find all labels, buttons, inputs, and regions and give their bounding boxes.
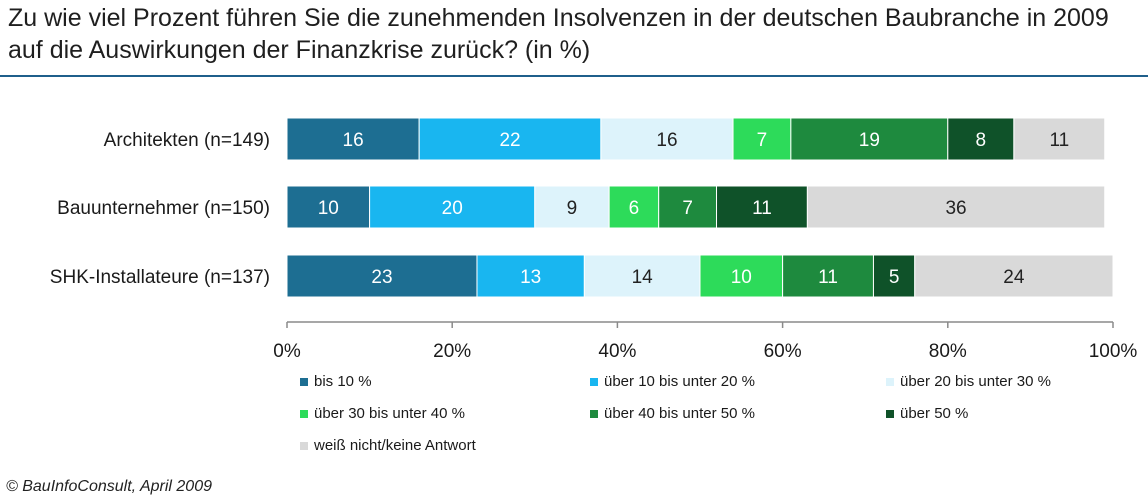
legend-swatch: [886, 378, 894, 386]
bar-segment: [534, 185, 610, 229]
data-label: 23: [371, 267, 392, 288]
data-label: 6: [629, 198, 640, 219]
data-label: 16: [656, 130, 677, 151]
data-label: 16: [343, 130, 364, 151]
x-tick-label: 40%: [598, 341, 636, 362]
x-tick-label: 20%: [433, 341, 471, 362]
category-label: SHK-Installateure (n=137): [50, 267, 270, 288]
data-label: 13: [520, 267, 541, 288]
title-divider: [0, 75, 1148, 77]
bar-segment: [476, 254, 585, 298]
bar-segment: [914, 254, 1114, 298]
bar-segment: [782, 254, 874, 298]
bar-segment: [286, 254, 478, 298]
bar-segment: [806, 185, 1106, 229]
bar-segment: [600, 117, 734, 161]
copyright-footer: © BauInfoConsult, April 2009: [6, 478, 212, 495]
legend-swatch: [300, 442, 308, 450]
bar-segment: [286, 117, 420, 161]
data-label: 7: [682, 198, 693, 219]
bar-segment: [716, 185, 808, 229]
legend-swatch: [300, 410, 308, 418]
data-label: 20: [442, 198, 463, 219]
bar-segment: [418, 117, 602, 161]
x-tick-label: 80%: [929, 341, 967, 362]
bar-segment: [369, 185, 536, 229]
data-label: 14: [632, 267, 654, 288]
data-label: 10: [731, 267, 752, 288]
chart-title: Zu wie viel Prozent führen Sie die zuneh…: [8, 4, 1109, 64]
stacked-bar-chart: Architekten (n=149) 16 22 16 7 19 8 11 Bauuntern…: [50, 117, 1138, 454]
legend-label: weiß nicht/keine Antwort: [313, 437, 477, 454]
bar-segment: [790, 117, 949, 161]
data-label: 10: [318, 198, 339, 219]
legend-label: über 10 bis unter 20 %: [604, 373, 755, 390]
legend-swatch: [300, 378, 308, 386]
legend-label: über 50 %: [900, 405, 968, 422]
legend-swatch: [590, 410, 598, 418]
data-label: 11: [818, 267, 838, 288]
data-label: 11: [1049, 130, 1069, 151]
data-label: 8: [976, 130, 987, 151]
bar-segment: [286, 185, 371, 229]
data-label: 11: [752, 198, 772, 219]
bar-segment: [583, 254, 701, 298]
data-label: 36: [945, 198, 966, 219]
data-label: 19: [859, 130, 880, 151]
data-label: 24: [1003, 267, 1025, 288]
data-label: 22: [499, 130, 520, 151]
data-label: 7: [757, 130, 768, 151]
category-label: Architekten (n=149): [104, 130, 270, 151]
x-tick-label: 0%: [273, 341, 301, 362]
bar-segment: [872, 254, 916, 298]
legend-label: über 40 bis unter 50 %: [604, 405, 755, 422]
x-tick-label: 60%: [764, 341, 802, 362]
legend-label: bis 10 %: [314, 373, 372, 390]
bar-segment: [1013, 117, 1106, 161]
legend-label: über 20 bis unter 30 %: [900, 373, 1051, 390]
data-label: 9: [567, 198, 578, 219]
bar-segment: [947, 117, 1015, 161]
data-label: 5: [889, 267, 900, 288]
bar-segment: [608, 185, 660, 229]
legend-swatch: [590, 378, 598, 386]
legend-label: über 30 bis unter 40 %: [314, 405, 465, 422]
category-label: Bauunternehmer (n=150): [57, 198, 270, 219]
x-tick-label: 100%: [1089, 341, 1138, 362]
legend-swatch: [886, 410, 894, 418]
